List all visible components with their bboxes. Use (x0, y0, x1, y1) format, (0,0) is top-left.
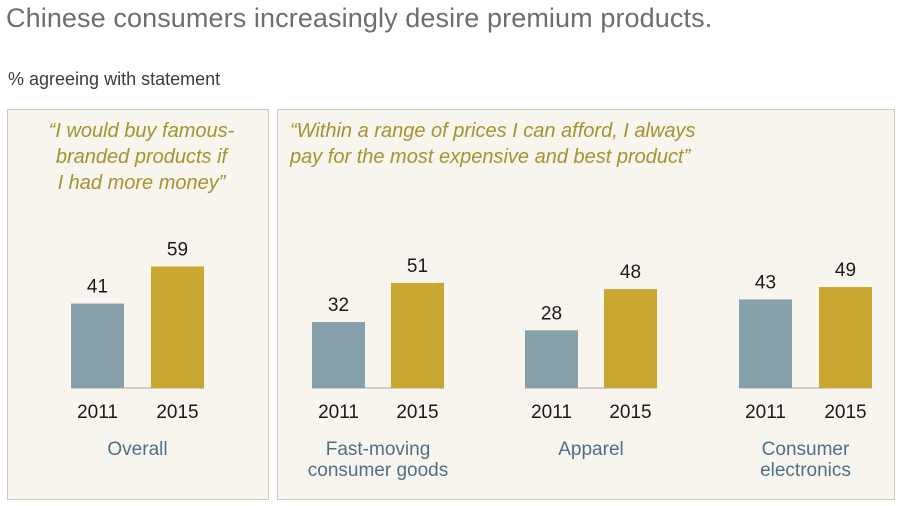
year-label-3-2015: 2015 (824, 402, 866, 423)
value-label-1-2015: 51 (407, 256, 428, 277)
bar-1-2015 (391, 283, 444, 388)
category-label-1-1: consumer goods (308, 460, 448, 481)
category-label-3-0: Consumer (762, 439, 850, 460)
value-label-0-2011: 41 (87, 277, 108, 298)
value-label-3-2015: 49 (835, 260, 856, 281)
bar-3-2011 (739, 299, 792, 388)
category-label-1-0: Fast-moving (326, 439, 431, 460)
bar-3-2015 (819, 287, 872, 388)
value-label-0-2015: 59 (167, 239, 188, 260)
value-label-1-2011: 32 (328, 295, 349, 316)
value-label-3-2011: 43 (755, 272, 776, 293)
category-label-2-0: Apparel (558, 439, 624, 460)
bar-2-2015 (604, 289, 657, 388)
category-label-3-1: electronics (760, 460, 851, 481)
year-label-1-2011: 2011 (318, 402, 359, 423)
bar-0-2015 (151, 266, 204, 388)
bar-1-2011 (312, 322, 365, 388)
value-label-2-2015: 48 (620, 262, 641, 283)
bar-2-2011 (525, 330, 578, 388)
year-label-3-2011: 2011 (745, 402, 786, 423)
bar-0-2011 (71, 304, 124, 388)
year-label-1-2015: 2015 (396, 402, 438, 423)
year-label-2-2015: 2015 (609, 402, 651, 423)
year-label-0-2011: 2011 (77, 402, 118, 423)
year-label-0-2015: 2015 (156, 402, 198, 423)
category-label-0-0: Overall (107, 439, 167, 460)
value-label-2-2011: 28 (541, 303, 562, 324)
year-label-2-2011: 2011 (531, 402, 572, 423)
